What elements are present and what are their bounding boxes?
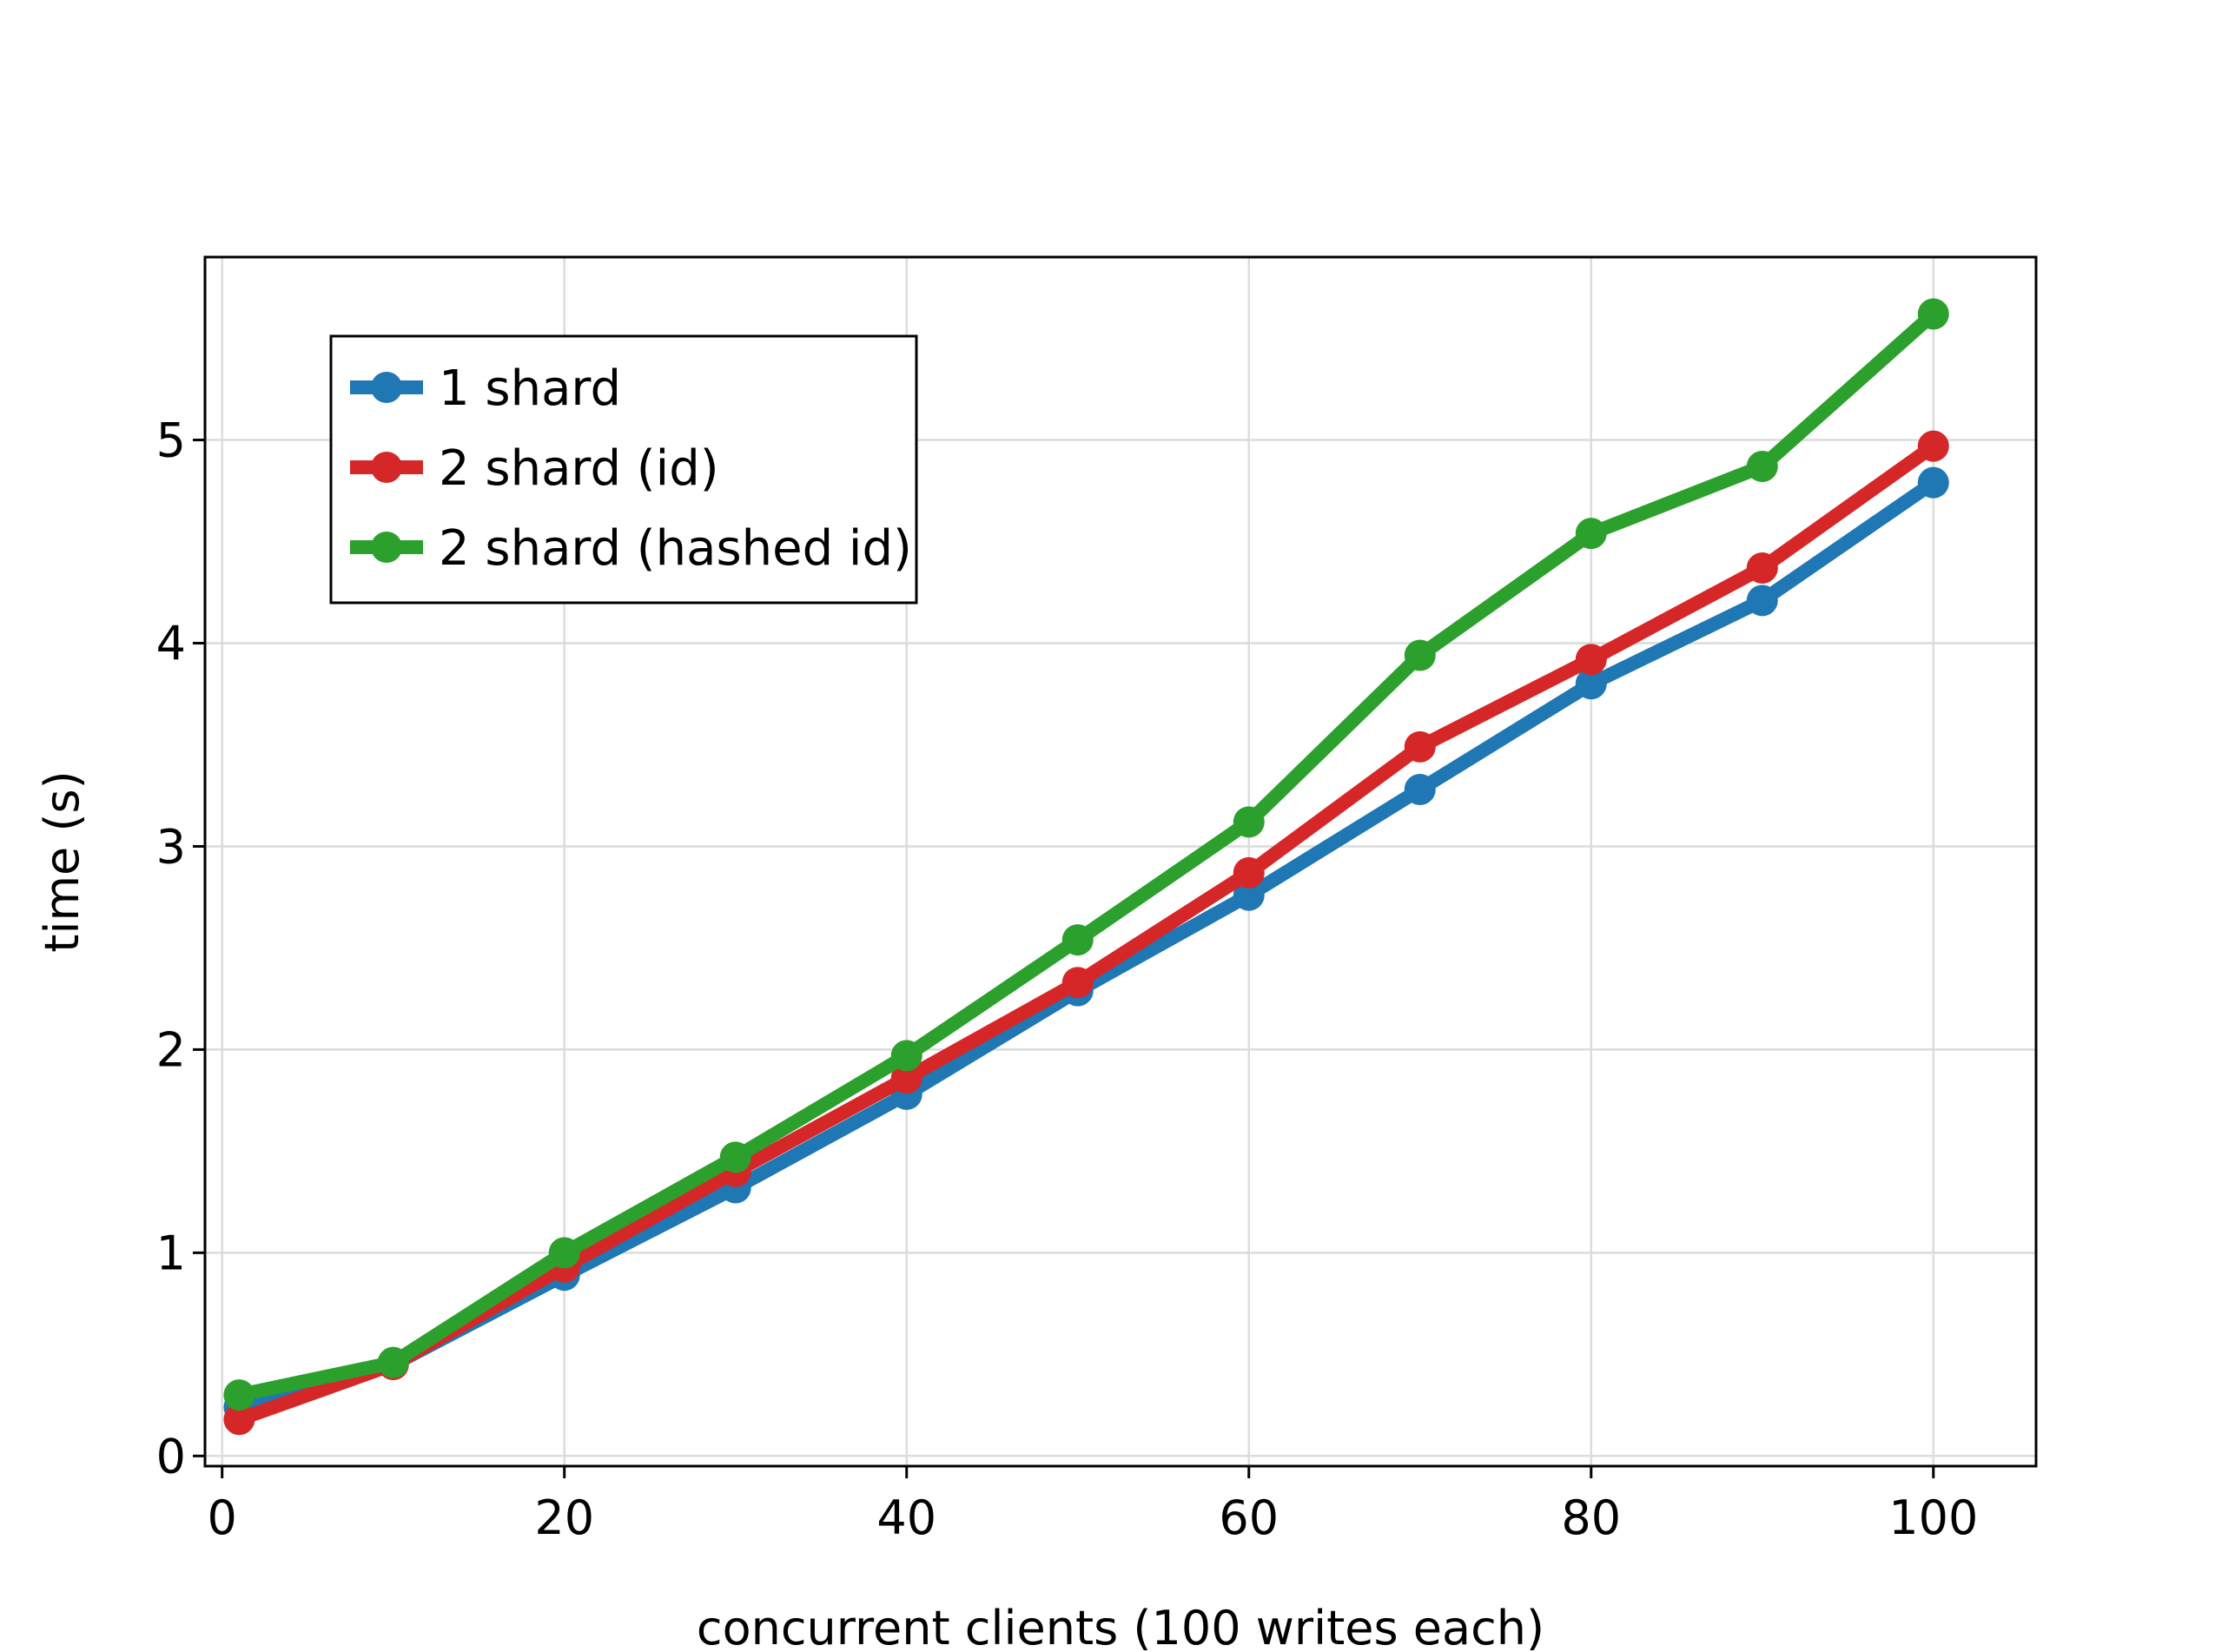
legend-label: 2 shard (id): [439, 440, 719, 497]
data-point: [1917, 298, 1949, 330]
data-point: [1746, 552, 1778, 584]
data-point: [719, 1141, 751, 1173]
legend-marker: [371, 452, 402, 483]
y-tick-label: 1: [156, 1226, 186, 1280]
data-point: [1404, 773, 1436, 805]
legend-items: 1 shard 2 shard (id) 2 shard (hashed id): [350, 360, 912, 577]
data-point: [890, 1040, 922, 1072]
data-point: [1233, 856, 1265, 889]
axis-ticks: 0 20 40 60 80 100 0 1 2 3 4 5: [156, 413, 1979, 1545]
legend-item: 2 shard (hashed id): [350, 520, 912, 577]
y-axis-title: time (s): [35, 770, 89, 952]
y-tick-label: 5: [156, 413, 186, 468]
legend-frame: [329, 334, 918, 605]
x-tick-label: 20: [534, 1490, 594, 1545]
y-tick-label: 2: [156, 1022, 186, 1077]
x-tick-label: 40: [876, 1490, 936, 1545]
series-3: [223, 298, 1949, 1411]
data-point: [223, 1404, 255, 1436]
data-point: [548, 1237, 580, 1269]
data-point: [1061, 924, 1094, 956]
data-point: [890, 1062, 922, 1094]
data-point: [1917, 430, 1949, 462]
data-point: [1233, 806, 1265, 838]
data-point: [1746, 585, 1778, 617]
y-tick-label: 3: [156, 819, 186, 874]
x-tick-label: 100: [1888, 1490, 1978, 1545]
legend: 1 shard 2 shard (id) 2 shard (hashed id): [329, 334, 918, 605]
series-layer: [223, 298, 1949, 1436]
data-point: [1575, 644, 1607, 676]
legend-marker: [371, 532, 402, 563]
data-point: [1061, 967, 1094, 999]
data-point: [1917, 466, 1949, 499]
x-axis-title: concurrent clients (100 writes each): [697, 1601, 1544, 1652]
legend-label: 1 shard: [439, 360, 621, 417]
y-tick-label: 0: [156, 1429, 186, 1483]
x-tick-label: 0: [208, 1490, 237, 1545]
legend-item: 2 shard (id): [350, 440, 719, 497]
data-point: [1404, 639, 1436, 671]
data-point: [1575, 668, 1607, 700]
legend-label: 2 shard (hashed id): [439, 520, 912, 577]
legend-marker: [371, 372, 402, 403]
data-point: [377, 1346, 409, 1378]
data-point: [223, 1379, 255, 1411]
legend-item: 1 shard: [350, 360, 621, 417]
x-tick-label: 80: [1561, 1490, 1621, 1545]
x-tick-label: 60: [1219, 1490, 1279, 1545]
data-point: [1233, 879, 1265, 911]
data-point: [1746, 450, 1778, 482]
plot-frame: [203, 255, 2038, 1468]
data-point: [1404, 730, 1436, 763]
y-tick-label: 4: [156, 617, 186, 671]
data-point: [1575, 518, 1607, 550]
